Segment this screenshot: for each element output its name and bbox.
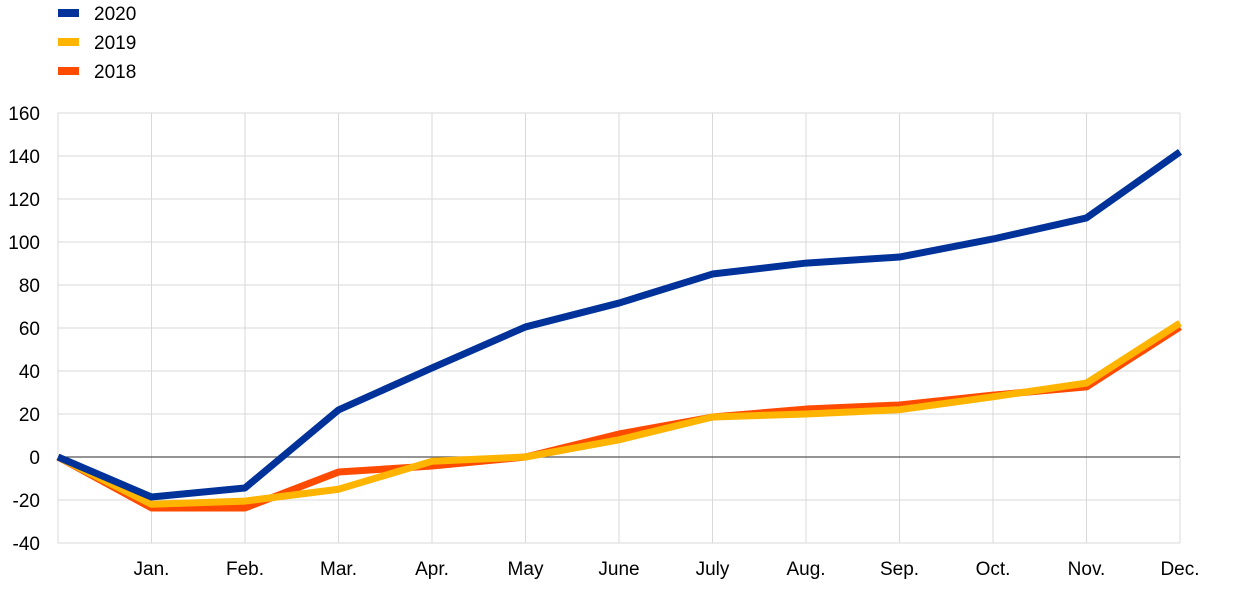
legend: 2020 2019 2018 [58, 4, 136, 83]
legend-label-2020: 2020 [94, 4, 136, 25]
y-tick-label: 40 [19, 362, 40, 383]
y-tick-label: 0 [29, 448, 40, 469]
legend-swatch-2018 [58, 67, 79, 75]
x-tick-label: Aug. [786, 559, 825, 580]
series-lines [56, 149, 1183, 512]
x-tick-label: Mar. [320, 559, 357, 580]
series-line-2019 [56, 320, 1182, 508]
y-tick-label: 160 [8, 104, 40, 125]
x-tick-label: Nov. [1068, 559, 1106, 580]
y-tick-label: -40 [13, 534, 40, 555]
x-tick-label: July [696, 559, 730, 580]
y-tick-label: 80 [19, 276, 40, 297]
y-tick-label: -20 [13, 491, 40, 512]
x-tick-label: Sep. [880, 559, 919, 580]
x-tick-label: June [598, 559, 639, 580]
grid [57, 112, 1181, 544]
legend-swatch-2019 [58, 38, 79, 46]
legend-label-2019: 2019 [94, 33, 136, 54]
x-tick-label: Feb. [226, 559, 264, 580]
y-tick-label: 100 [8, 233, 40, 254]
x-tick-label: May [508, 559, 544, 580]
series-line-2020 [56, 149, 1183, 501]
y-tick-label: 120 [8, 190, 40, 211]
y-tick-label: 60 [19, 319, 40, 340]
legend-label-2018: 2018 [94, 62, 136, 83]
y-tick-label: 140 [8, 147, 40, 168]
x-tick-label: Dec. [1160, 559, 1199, 580]
y-axis: -40 -20 0 20 40 60 80 100 120 140 160 [8, 104, 40, 555]
x-tick-label: Oct. [976, 559, 1011, 580]
x-axis: Jan. Feb. Mar. Apr. May June July Aug. Sep. Oct. N… [134, 559, 1200, 580]
x-tick-label: Apr. [415, 559, 449, 580]
y-tick-label: 20 [19, 405, 40, 426]
x-tick-label: Jan. [134, 559, 170, 580]
legend-swatch-2020 [58, 9, 79, 17]
